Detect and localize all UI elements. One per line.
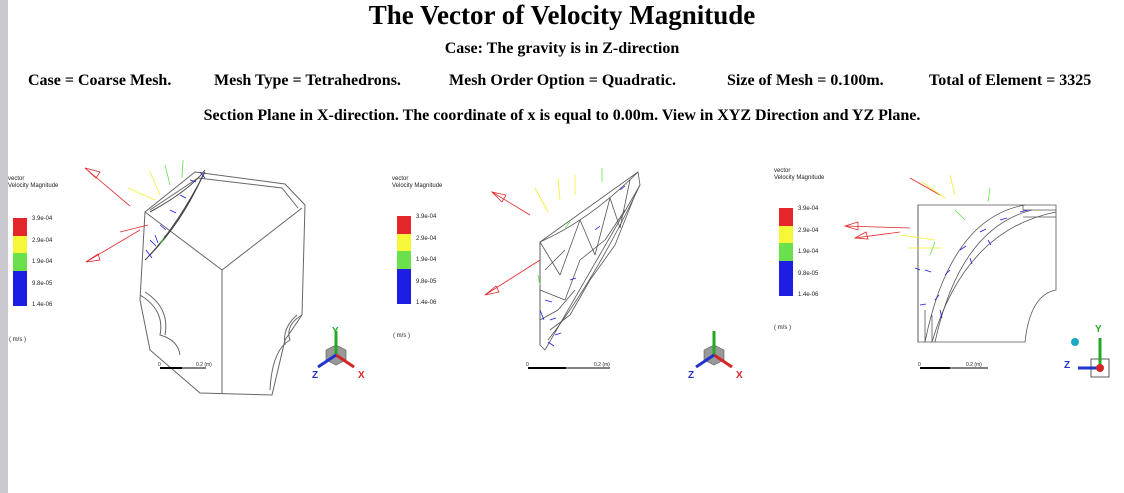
legend-title: vector Velocity Magnitude: [774, 168, 825, 181]
legend-label: 2.9e-04: [798, 228, 819, 234]
info-total-elements: Total of Element = 3325: [929, 72, 1092, 89]
legend-title: vector Velocity Magnitude: [392, 176, 443, 189]
legend-color-bar: [13, 218, 27, 306]
legend-unit: ( m/s ): [774, 325, 791, 331]
mesh-view-3: [843, 174, 1110, 378]
legend-label: 1.4e-06: [32, 302, 53, 308]
figure-3: vector Velocity Magnitude 3.9e-04 2.9e-04…: [760, 150, 1124, 400]
legend-label: 2.9e-04: [32, 238, 53, 244]
info-mesh-order: Mesh Order Option = Quadratic.: [449, 72, 677, 89]
legend-label: 3.9e-04: [416, 214, 437, 220]
figure-1: vector Velocity Magnitude 3.9e-04 2.9e-04…: [0, 150, 380, 400]
legend-color-bar: [397, 216, 411, 304]
axis-z-label: Z: [688, 370, 695, 381]
legend-label: 2.9e-04: [416, 236, 437, 242]
legend-label: 1.9e-04: [416, 257, 437, 263]
legend-label: 1.4e-06: [798, 292, 819, 298]
legend-label: 9.8e-05: [32, 281, 53, 287]
info-mesh-type: Mesh Type = Tetrahedrons.: [214, 72, 401, 89]
axis-x-label: X: [736, 370, 743, 381]
left-edge-bar: [0, 0, 8, 493]
section-description: Section Plane in X-direction. The coordi…: [203, 107, 921, 124]
axis-x-label: X: [358, 370, 365, 381]
axis-z-label: Z: [1064, 360, 1071, 371]
scale-value-label: 0.2 (m): [966, 362, 982, 368]
legend-label: 9.8e-05: [798, 271, 819, 277]
axis-y-label: Y: [1095, 324, 1102, 335]
scale-zero-label: 0: [918, 362, 921, 368]
info-mesh-size: Size of Mesh = 0.100m.: [727, 72, 884, 89]
legend-label: 1.9e-04: [32, 259, 53, 265]
scale-value-label: 0.2 (m): [196, 362, 212, 368]
mesh-view-1: [84, 159, 355, 396]
scale-zero-label: 0: [158, 362, 161, 368]
legend-label: 3.9e-04: [32, 216, 53, 222]
figure-2: vector Velocity Magnitude 3.9e-04 2.9e-04…: [380, 150, 760, 400]
legend-unit: ( m/s ): [9, 337, 26, 343]
page-title: The Vector of Velocity Magnitude: [368, 0, 756, 30]
legend-label: 3.9e-04: [798, 206, 819, 212]
axis-y-label: Y: [332, 326, 339, 337]
legend-color-bar: [779, 208, 793, 296]
scale-value-label: 0.2 (m): [594, 362, 610, 368]
legend-label: 1.4e-06: [416, 300, 437, 306]
axis-z-label: Z: [312, 370, 319, 381]
legend-title: vector Velocity Magnitude: [8, 176, 59, 189]
page-subtitle: Case: The gravity is in Z-direction: [444, 40, 680, 57]
info-case: Case = Coarse Mesh.: [28, 72, 172, 89]
scale-zero-label: 0: [526, 362, 529, 368]
legend-label: 9.8e-05: [416, 279, 437, 285]
legend-label: 1.9e-04: [798, 249, 819, 255]
mesh-view-2: [484, 168, 733, 369]
legend-unit: ( m/s ): [393, 333, 410, 339]
